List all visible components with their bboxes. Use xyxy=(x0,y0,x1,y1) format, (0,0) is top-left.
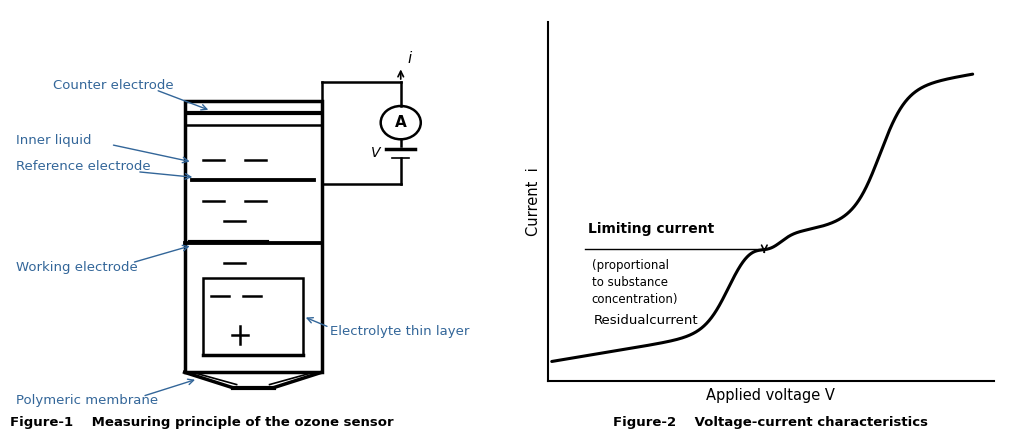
Text: Limiting current: Limiting current xyxy=(587,222,714,236)
Y-axis label: Current  i: Current i xyxy=(525,167,540,236)
Bar xyxy=(185,101,321,372)
Text: A: A xyxy=(394,115,407,130)
X-axis label: Applied voltage V: Applied voltage V xyxy=(706,388,836,403)
Text: Counter electrode: Counter electrode xyxy=(53,79,173,92)
Text: Electrolyte thin layer: Electrolyte thin layer xyxy=(330,325,468,338)
Text: Residualcurrent: Residualcurrent xyxy=(594,314,699,327)
Text: Figure-1    Measuring principle of the ozone sensor: Figure-1 Measuring principle of the ozon… xyxy=(10,416,393,429)
Text: (proportional
to substance
concentration): (proportional to substance concentration… xyxy=(592,259,678,306)
Text: Working electrode: Working electrode xyxy=(16,261,138,274)
Text: Polymeric membrane: Polymeric membrane xyxy=(16,394,158,407)
Bar xyxy=(203,278,303,355)
Text: i: i xyxy=(407,51,412,66)
Text: V: V xyxy=(371,146,380,160)
Text: Figure-2    Voltage-current characteristics: Figure-2 Voltage-current characteristics xyxy=(613,416,928,429)
Text: Reference electrode: Reference electrode xyxy=(16,160,150,173)
Text: Inner liquid: Inner liquid xyxy=(16,134,91,147)
